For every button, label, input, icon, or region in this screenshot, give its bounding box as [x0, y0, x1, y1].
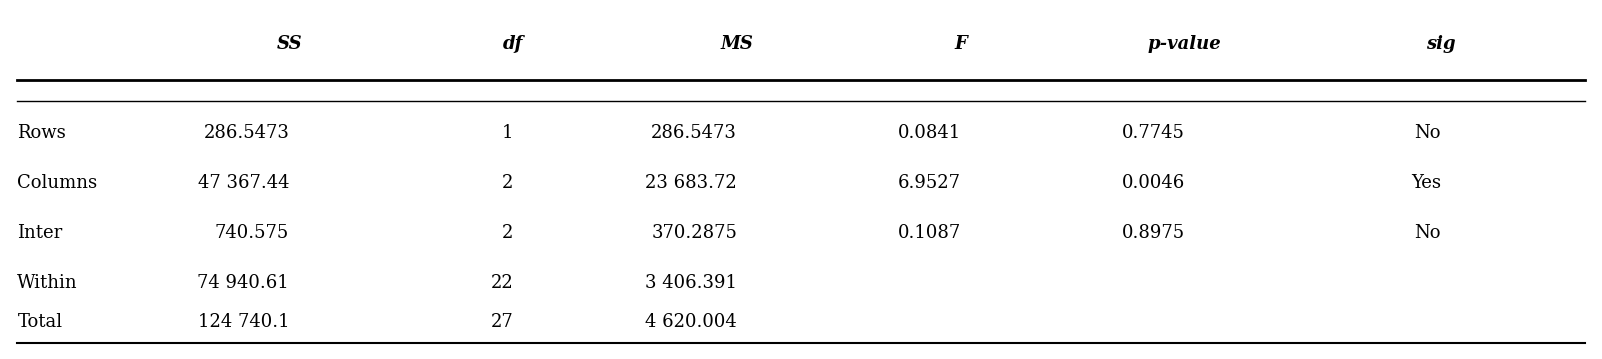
Text: No: No [1415, 224, 1440, 242]
Text: 2: 2 [501, 224, 513, 242]
Text: 0.0841: 0.0841 [897, 124, 961, 142]
Text: 0.0046: 0.0046 [1121, 174, 1185, 192]
Text: 1: 1 [501, 124, 513, 142]
Text: 0.7745: 0.7745 [1121, 124, 1185, 142]
Text: 286.5473: 286.5473 [650, 124, 737, 142]
Text: F: F [955, 35, 968, 53]
Text: 74 940.61: 74 940.61 [197, 274, 290, 292]
Text: 0.8975: 0.8975 [1121, 224, 1185, 242]
Text: Total: Total [18, 313, 62, 331]
Text: MS: MS [721, 35, 753, 53]
Text: Yes: Yes [1411, 174, 1440, 192]
Text: 124 740.1: 124 740.1 [197, 313, 290, 331]
Text: 22: 22 [490, 274, 513, 292]
Text: 6.9527: 6.9527 [899, 174, 961, 192]
Text: 27: 27 [490, 313, 513, 331]
Text: Rows: Rows [18, 124, 66, 142]
Text: 3 406.391: 3 406.391 [646, 274, 737, 292]
Text: 47 367.44: 47 367.44 [197, 174, 290, 192]
Text: SS: SS [277, 35, 303, 53]
Text: sig: sig [1426, 35, 1456, 53]
Text: Inter: Inter [18, 224, 62, 242]
Text: df: df [503, 35, 524, 53]
Text: Within: Within [18, 274, 78, 292]
Text: 286.5473: 286.5473 [203, 124, 290, 142]
Text: 4 620.004: 4 620.004 [646, 313, 737, 331]
Text: 370.2875: 370.2875 [650, 224, 737, 242]
Text: No: No [1415, 124, 1440, 142]
Text: p-value: p-value [1149, 35, 1222, 53]
Text: 0.1087: 0.1087 [897, 224, 961, 242]
Text: Columns: Columns [18, 174, 98, 192]
Text: 740.575: 740.575 [215, 224, 290, 242]
Text: 23 683.72: 23 683.72 [646, 174, 737, 192]
Text: 2: 2 [501, 174, 513, 192]
